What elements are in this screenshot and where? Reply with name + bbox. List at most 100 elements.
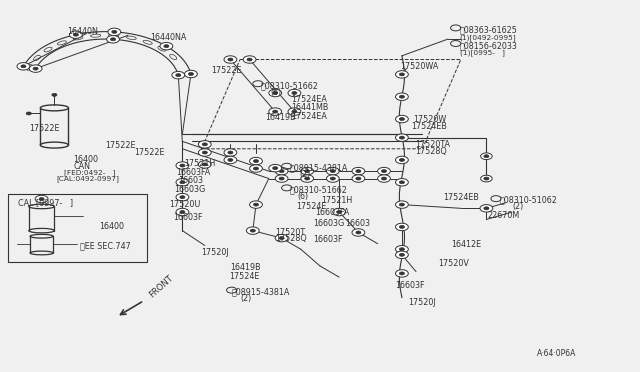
Circle shape: [288, 89, 301, 97]
Text: 17524EA: 17524EA: [291, 112, 327, 121]
Circle shape: [253, 160, 259, 163]
Circle shape: [396, 270, 408, 277]
Circle shape: [399, 181, 404, 184]
Circle shape: [250, 157, 262, 165]
Circle shape: [39, 198, 44, 201]
Circle shape: [352, 229, 365, 236]
Text: 16603FA: 16603FA: [176, 169, 211, 177]
Text: Ⓢ08310-51662: Ⓢ08310-51662: [289, 185, 347, 194]
Circle shape: [399, 158, 404, 161]
Circle shape: [26, 112, 31, 115]
Text: 16419B: 16419B: [266, 113, 296, 122]
Text: A·64·0P6A: A·64·0P6A: [536, 349, 576, 358]
Circle shape: [228, 151, 233, 154]
Text: [CAL:0492-0997]: [CAL:0492-0997]: [56, 175, 119, 182]
Text: 16603F: 16603F: [314, 235, 343, 244]
Circle shape: [396, 246, 408, 253]
Text: 17521H: 17521H: [184, 159, 215, 168]
Text: 17520TA: 17520TA: [415, 140, 450, 149]
Circle shape: [160, 42, 173, 50]
Circle shape: [74, 33, 79, 36]
Circle shape: [228, 158, 233, 161]
Text: (1)[0492-0995]: (1)[0492-0995]: [460, 34, 516, 41]
Text: 17524EA: 17524EA: [291, 95, 327, 104]
Text: (2): (2): [299, 170, 310, 179]
Text: 17522E: 17522E: [106, 141, 136, 150]
Circle shape: [480, 205, 493, 212]
Circle shape: [275, 175, 288, 182]
Text: 17524E: 17524E: [229, 272, 259, 280]
Circle shape: [381, 177, 387, 180]
Circle shape: [337, 211, 342, 214]
Circle shape: [202, 151, 207, 154]
Text: 17524EB: 17524EB: [443, 193, 479, 202]
Circle shape: [17, 62, 30, 70]
Text: 16603FA: 16603FA: [315, 208, 349, 217]
Circle shape: [352, 167, 365, 175]
Circle shape: [396, 223, 408, 231]
Text: 16603F: 16603F: [173, 213, 202, 222]
Circle shape: [484, 207, 489, 210]
Circle shape: [288, 108, 301, 115]
Circle shape: [292, 110, 297, 113]
Circle shape: [180, 211, 185, 214]
Circle shape: [224, 149, 237, 156]
Text: 17524EB: 17524EB: [412, 122, 447, 131]
Circle shape: [396, 134, 408, 141]
Circle shape: [253, 203, 259, 206]
Circle shape: [29, 65, 42, 72]
Text: 16400: 16400: [99, 222, 124, 231]
Text: CAL [0997-   ]: CAL [0997- ]: [18, 198, 73, 207]
Circle shape: [243, 56, 256, 63]
Text: (2): (2): [512, 202, 524, 211]
Text: 16603G: 16603G: [314, 219, 345, 228]
Text: 16419B: 16419B: [230, 263, 261, 272]
Circle shape: [292, 92, 297, 94]
Text: 17520U: 17520U: [170, 200, 201, 209]
Circle shape: [253, 167, 259, 170]
Text: 16603: 16603: [178, 176, 203, 185]
Text: ⓈEE SEC.747: ⓈEE SEC.747: [80, 241, 131, 250]
Circle shape: [250, 229, 255, 232]
Text: 17520J: 17520J: [202, 248, 229, 257]
Text: 22670M: 22670M: [488, 211, 520, 219]
Text: 16603G: 16603G: [174, 185, 205, 194]
Text: 16603: 16603: [346, 219, 371, 228]
Circle shape: [198, 141, 211, 148]
Text: 17528Q: 17528Q: [275, 234, 307, 243]
Circle shape: [247, 58, 252, 61]
Text: FRONT: FRONT: [147, 273, 175, 299]
Circle shape: [198, 149, 211, 156]
Text: 17520WA: 17520WA: [400, 62, 438, 71]
Circle shape: [246, 227, 259, 234]
Circle shape: [399, 253, 404, 256]
Circle shape: [481, 175, 492, 182]
Text: 16400: 16400: [74, 155, 99, 164]
Circle shape: [396, 179, 408, 186]
Text: 17521H: 17521H: [321, 196, 353, 205]
Circle shape: [399, 136, 404, 139]
Circle shape: [108, 28, 121, 36]
Circle shape: [301, 175, 314, 182]
Circle shape: [326, 175, 339, 182]
Circle shape: [399, 203, 404, 206]
Circle shape: [305, 170, 310, 173]
Circle shape: [356, 170, 361, 173]
Circle shape: [399, 73, 404, 76]
Circle shape: [176, 193, 189, 201]
Circle shape: [180, 181, 185, 184]
Bar: [8, 194, 147, 262]
Circle shape: [224, 56, 237, 63]
Circle shape: [330, 177, 335, 180]
Circle shape: [198, 161, 211, 168]
Circle shape: [111, 38, 116, 41]
Circle shape: [378, 167, 390, 175]
Circle shape: [378, 175, 390, 182]
Text: Ⓦ08915-4381A: Ⓦ08915-4381A: [289, 164, 348, 173]
Circle shape: [305, 177, 310, 180]
Text: 16440N: 16440N: [67, 27, 98, 36]
Circle shape: [301, 167, 314, 175]
Circle shape: [481, 153, 492, 160]
Text: [FED:0492-   ]: [FED:0492- ]: [64, 169, 115, 176]
Circle shape: [224, 156, 237, 164]
